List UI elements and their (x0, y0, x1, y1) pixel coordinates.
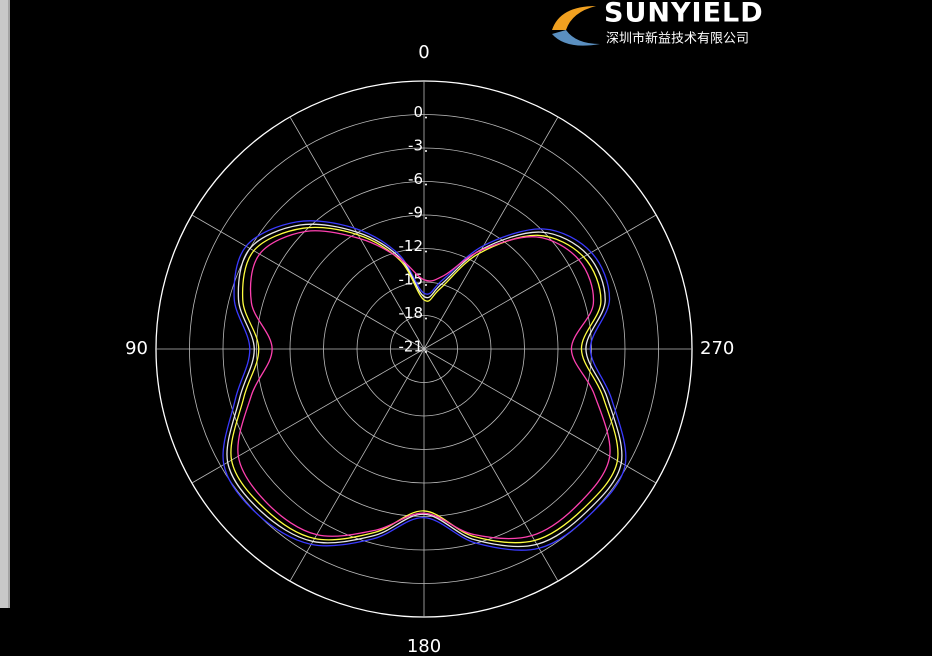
logo-swirl (552, 6, 596, 30)
series-line (230, 226, 619, 544)
r-tick-label: 0 (413, 103, 423, 121)
r-tick-dot (425, 183, 427, 186)
logo-company: 深圳市新益技术有限公司 (606, 31, 749, 47)
r-tick-dot (425, 284, 427, 286)
r-tick-label: -9 (408, 204, 423, 222)
series-line (222, 220, 627, 551)
window-border (0, 0, 10, 608)
r-tick-dot (425, 250, 427, 253)
grid-ring (189, 114, 659, 584)
r-tick-dot (425, 217, 427, 219)
grid-ring (289, 214, 559, 484)
r-tick-label: -6 (408, 170, 423, 188)
r-tick-label: -18 (399, 304, 424, 322)
r-tick-dot (425, 317, 427, 320)
grid-ring (356, 281, 492, 417)
theta-tick-label: 180 (407, 636, 441, 656)
grid-ring (323, 248, 525, 450)
r-tick-dot (425, 351, 427, 353)
logo-name: SUNYIELD (604, 0, 764, 29)
r-tick-label: -3 (408, 137, 423, 155)
logo-swirl (552, 30, 600, 46)
r-tick-dot (425, 150, 427, 152)
grid-ring (222, 147, 626, 551)
theta-tick-label: 0 (418, 42, 429, 63)
r-tick-label: -12 (399, 237, 424, 255)
series-line (226, 223, 623, 547)
series-line (237, 230, 611, 540)
logo: SUNYIELD 深圳市新益技术有限公司 (552, 0, 764, 47)
grid-ring (390, 315, 458, 383)
grid-ring (256, 181, 592, 517)
theta-tick-label: 90 (125, 338, 148, 359)
r-tick-label: -21 (399, 338, 424, 356)
r-tick-dot (425, 116, 427, 119)
theta-tick-label: 270 (700, 338, 734, 359)
